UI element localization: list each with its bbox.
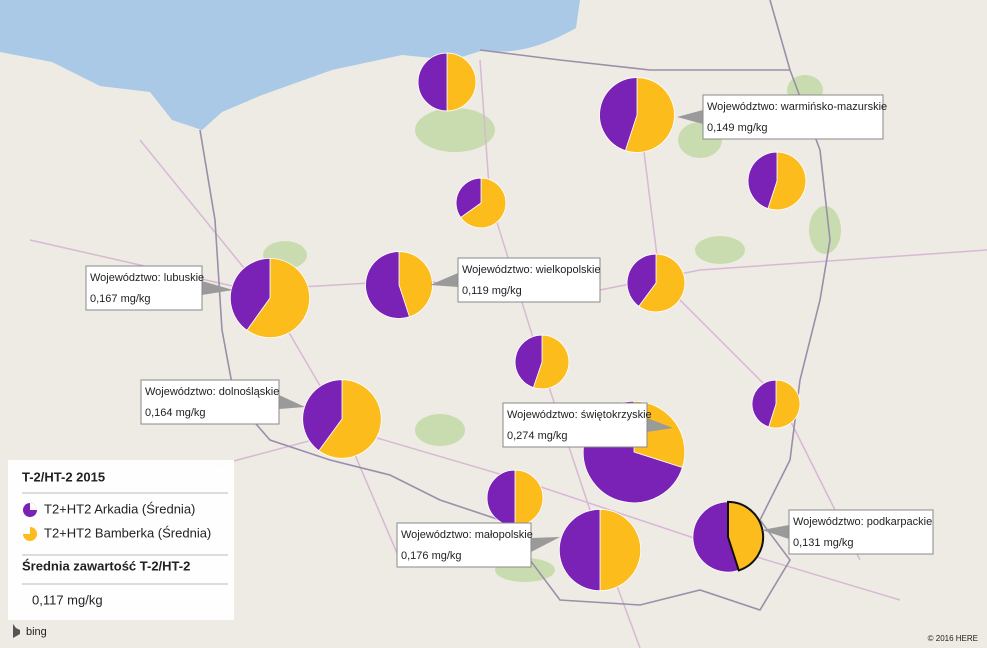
- pie-slice-arkadia: [230, 257, 271, 331]
- callout-pointer: [762, 525, 789, 539]
- pie: [486, 469, 544, 527]
- callout-box: [702, 94, 884, 140]
- legend-items: T2+HT2 Arkadia (Średnia) T2+HT2 Bamberka …: [23, 501, 211, 541]
- pie-slice-arkadia: [626, 253, 657, 307]
- pie: [302, 379, 382, 459]
- callout-pointer: [430, 273, 458, 287]
- pie-slice-bamberka: [246, 257, 311, 339]
- callout-value: 0,149 mg/kg: [707, 122, 768, 134]
- pie-slice-bamberka: [727, 500, 765, 572]
- pie-slice-bamberka: [767, 151, 807, 211]
- summary-value: 0,117 mg/kg: [32, 592, 103, 607]
- pie-slice-bamberka: [599, 508, 642, 592]
- callout-value: 0,176 mg/kg: [401, 550, 462, 562]
- callout-box: [85, 265, 203, 311]
- callout-label: Województwo: podkarpackie: [793, 516, 932, 528]
- pie-slice-bamberka: [318, 379, 382, 459]
- pie: [599, 77, 675, 153]
- pie: [455, 177, 507, 229]
- legend-title: T-2/HT-2 2015: [22, 469, 105, 484]
- pie: [626, 253, 686, 313]
- callout-layer: Województwo: warmińsko-mazurskie 0,149 mg…: [85, 94, 934, 568]
- legend-background: [8, 460, 234, 620]
- callout-pointer: [677, 110, 703, 124]
- pie-slice-arkadia: [365, 251, 410, 319]
- forests: [263, 75, 841, 582]
- pie: [558, 508, 642, 592]
- pie-slice-arkadia: [599, 77, 638, 152]
- callout-box: [502, 402, 648, 448]
- pie-slice-bamberka: [446, 52, 477, 112]
- pie-slice-bamberka: [460, 177, 507, 229]
- callout-value: 0,164 mg/kg: [145, 407, 206, 419]
- legend-label: T2+HT2 Arkadia (Średnia): [44, 501, 195, 516]
- pie: [751, 379, 801, 429]
- callout-label: Województwo: warmińsko-mazurskie: [707, 101, 887, 113]
- callout-box: [140, 379, 280, 425]
- pie: [692, 500, 765, 573]
- pie-slice-arkadia: [455, 177, 482, 219]
- callout-value: 0,119 mg/kg: [462, 285, 522, 297]
- pie: [514, 334, 570, 390]
- callout-pointer: [279, 395, 305, 409]
- legend-panel: T-2/HT-2 2015 T2+HT2 Arkadia (Średnia)T2…: [8, 460, 234, 620]
- callout-box: [396, 522, 532, 568]
- callout-label: Województwo: lubuskie: [90, 272, 204, 284]
- callout-box: [457, 257, 601, 303]
- callout-label: Województwo: świętokrzyskie: [507, 409, 652, 421]
- callout-value: 0,274 mg/kg: [507, 430, 568, 442]
- callout-label: Województwo: wielkopolskie: [462, 264, 601, 276]
- bing-logo: bing: [26, 626, 47, 638]
- legend-icon-cut: [23, 527, 30, 534]
- copyright: © 2016 HERE: [928, 634, 978, 643]
- legend-label: T2+HT2 Bamberka (Średnia): [44, 525, 211, 540]
- callout-label: Województwo: małopolskie: [401, 529, 533, 541]
- callout-pointer: [531, 537, 560, 552]
- pie-slice-arkadia: [514, 334, 543, 389]
- pie-slice-bamberka: [624, 77, 675, 153]
- pie: [747, 151, 807, 211]
- summary-title: Średnia zawartość T-2/HT-2: [22, 558, 190, 573]
- pie: [417, 52, 477, 112]
- pie-slice-bamberka: [638, 253, 686, 313]
- pie-slice-arkadia: [302, 379, 343, 452]
- pie-slice-bamberka: [398, 251, 433, 318]
- callout-pointer: [647, 418, 673, 432]
- pie-slice-arkadia: [751, 379, 777, 428]
- bing-icon: [13, 624, 20, 638]
- callout-pointer: [202, 281, 233, 295]
- pie-slice-bamberka: [768, 379, 801, 429]
- callout-label: Województwo: dolnośląskie: [145, 386, 279, 398]
- callout-value: 0,131 mg/kg: [793, 537, 854, 549]
- pie-slice-arkadia: [747, 151, 778, 209]
- pie: [365, 251, 433, 319]
- legend-icon-cut: [30, 503, 37, 510]
- sea: [0, 0, 580, 130]
- pie: [230, 257, 311, 339]
- callout-value: 0,167 mg/kg: [90, 293, 151, 305]
- pie-slice-arkadia: [417, 52, 448, 112]
- callout-box: [788, 509, 934, 555]
- pie-slice-arkadia: [558, 508, 601, 592]
